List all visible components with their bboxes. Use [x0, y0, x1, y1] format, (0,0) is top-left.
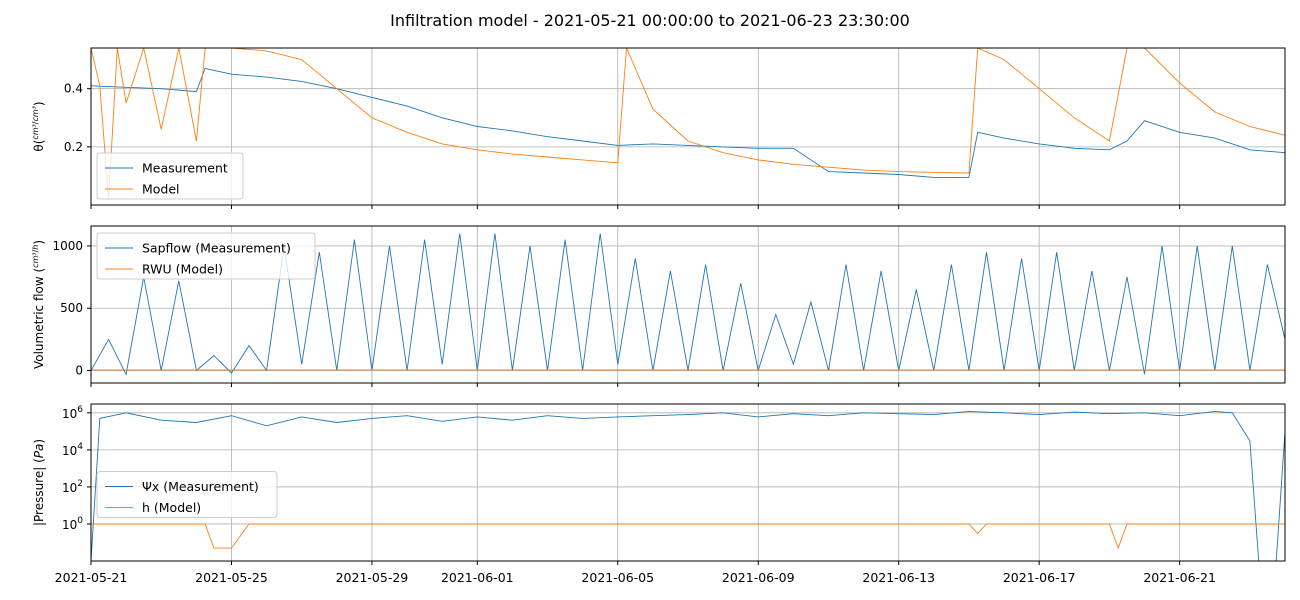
y-tick-label: 0.4: [64, 82, 83, 96]
chart-panels: 0.20.4θ(cm³/cm³)MeasurementModel05001000…: [31, 47, 1286, 585]
legend: Measurement Model: [96, 152, 244, 200]
series-line-1: [91, 410, 1285, 561]
x-tick-label: 2021-06-09: [722, 570, 795, 585]
y-tick-label: 104: [62, 442, 83, 458]
y-label-main: Volumetric flow (: [32, 268, 46, 369]
y-label-denominator: cm³: [31, 106, 40, 121]
y-tick-base: 10: [62, 444, 77, 458]
y-label-fraction-bar: /: [31, 249, 40, 252]
x-tick-label: 2021-06-13: [862, 570, 935, 585]
axes-frame: [90, 403, 1286, 562]
legend-box: [96, 152, 244, 200]
legend-label: Ψx (Measurement): [142, 479, 259, 494]
axes-frame: [90, 47, 1286, 206]
legend: Sapflow (Measurement) RWU (Model): [96, 232, 316, 280]
panel-2: 0 500 1000 Volumetric flow (cm³/h) Sapflow (…: [31, 225, 1286, 387]
figure-title: Infiltration model - 2021-05-21 00:00:00…: [390, 11, 910, 30]
y-tick-label: 0: [75, 364, 83, 378]
series-line-2: [91, 523, 1285, 550]
legend-label: Model: [142, 182, 180, 197]
y-label-unit: Pa: [32, 444, 46, 459]
y-tick-exponent: 4: [77, 442, 83, 452]
x-tick-label: 2021-06-17: [1003, 570, 1076, 585]
y-label-main: θ(: [32, 140, 46, 152]
y-tick-base: 10: [62, 518, 77, 532]
series-line-2: [91, 48, 1285, 200]
y-label-close: ): [32, 101, 46, 106]
y-tick-exponent: 0: [77, 516, 83, 526]
y-tick-exponent: 6: [77, 405, 83, 415]
x-tick-label: 2021-06-21: [1143, 570, 1216, 585]
legend-label: Measurement: [142, 161, 228, 176]
x-tick-label: 2021-06-01: [441, 570, 514, 585]
y-label-fraction-bar: /: [31, 121, 40, 124]
y-tick-label: 0.2: [64, 140, 83, 154]
x-tick-label: 2021-06-05: [581, 570, 654, 585]
y-tick-label: 102: [62, 479, 83, 495]
y-label-close: ): [32, 439, 46, 444]
y-tick-label: 106: [62, 405, 83, 421]
legend-label: Sapflow (Measurement): [142, 241, 291, 256]
y-tick-label: 500: [60, 301, 83, 315]
axes-frame: [90, 225, 1286, 384]
y-tick-label: 1000: [52, 239, 83, 253]
y-label-main: |Pressure| (: [32, 458, 46, 526]
legend: Ψx (Measurement) h (Model): [96, 471, 278, 518]
series-line-1: [91, 233, 1285, 376]
y-tick-exponent: 2: [77, 479, 83, 489]
y-label-close: ): [32, 240, 46, 245]
x-tick-label: 2021-05-29: [336, 570, 409, 585]
x-tick-label: 2021-05-25: [195, 570, 268, 585]
series-line-1: [91, 67, 1285, 178]
legend-box: [96, 232, 316, 280]
y-label-numerator: cm³: [31, 124, 40, 139]
y-tick-base: 10: [62, 407, 77, 421]
legend-label: h (Model): [142, 500, 201, 515]
legend-label: RWU (Model): [142, 262, 223, 277]
y-axis-label: θ(cm³/cm³): [31, 101, 46, 151]
y-tick-base: 10: [62, 481, 77, 495]
x-tick-label: 2021-05-21: [55, 570, 128, 585]
y-axis-label: Volumetric flow (cm³/h): [31, 240, 46, 369]
legend-box: [96, 471, 278, 518]
y-tick-label: 100: [62, 516, 83, 532]
y-label-numerator: cm³: [31, 252, 40, 267]
y-axis-label: |Pressure| (Pa): [32, 439, 46, 526]
y-label-denominator: h: [31, 245, 40, 250]
